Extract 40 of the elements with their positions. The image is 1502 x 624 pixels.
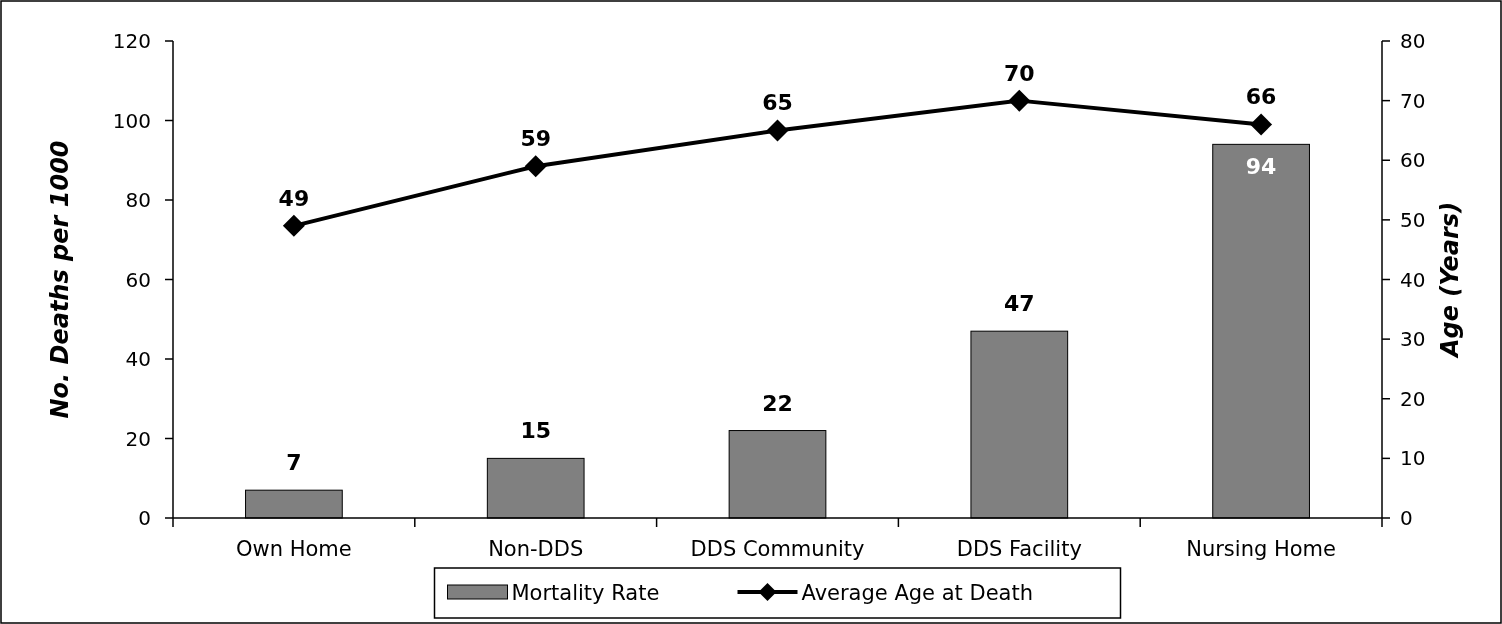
legend-label: Mortality Rate xyxy=(511,581,660,605)
data-label: 70 xyxy=(1003,60,1035,86)
data-label: 65 xyxy=(762,90,793,116)
data-label: 22 xyxy=(762,390,793,416)
y-tick-label: 120 xyxy=(112,29,151,53)
y2-tick-label: 10 xyxy=(1400,446,1426,471)
x-tick-label: Nursing Home xyxy=(1186,537,1336,561)
data-label: 59 xyxy=(520,126,552,152)
y-tick-label: 40 xyxy=(125,347,151,371)
y2-tick-label: 30 xyxy=(1400,327,1426,352)
y-tick-label: 80 xyxy=(125,188,151,212)
data-label: 47 xyxy=(1003,291,1035,317)
data-label: 49 xyxy=(278,185,310,211)
point xyxy=(1250,113,1273,136)
point xyxy=(766,119,789,142)
y2-tick-label: 70 xyxy=(1400,88,1426,113)
point xyxy=(524,155,547,178)
x-tick-label: Own Home xyxy=(236,537,352,561)
y-tick-label: 60 xyxy=(125,267,151,292)
y-tick-label: 100 xyxy=(112,108,151,133)
y-axis-title: No. Deaths per 1000 xyxy=(46,140,74,419)
y2-tick-label: 80 xyxy=(1400,29,1426,53)
y2-tick-label: 40 xyxy=(1400,267,1426,292)
x-tick-label: DDS Facility xyxy=(956,537,1082,561)
y2-tick-label: 60 xyxy=(1400,148,1426,173)
data-label: 66 xyxy=(1245,84,1277,110)
legend-label: Average Age at Death xyxy=(801,581,1033,605)
y2-axis-title: Age (Years) xyxy=(1436,201,1464,360)
y2-tick-label: 50 xyxy=(1400,207,1426,232)
data-label: 7 xyxy=(286,450,302,476)
data-label: 94 xyxy=(1245,154,1277,180)
y-tick-label: 0 xyxy=(138,506,151,530)
point xyxy=(1008,89,1031,112)
y2-tick-label: 20 xyxy=(1400,386,1426,411)
data-label: 15 xyxy=(520,418,552,444)
point xyxy=(282,214,305,237)
y-tick-label: 20 xyxy=(125,426,151,451)
y2-tick-label: 0 xyxy=(1400,506,1413,530)
x-tick-label: Non-DDS xyxy=(488,537,584,561)
x-tick-label: DDS Community xyxy=(690,537,865,561)
